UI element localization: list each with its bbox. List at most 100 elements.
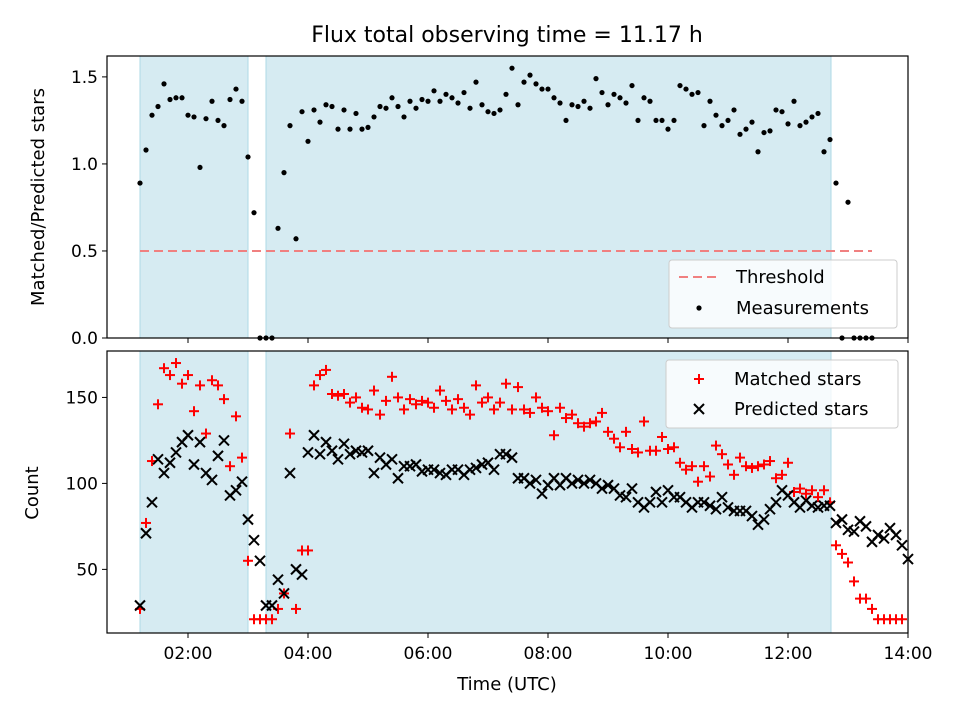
matched-star-point bbox=[327, 388, 337, 399]
measurement-point bbox=[329, 103, 335, 110]
predicted-star-point bbox=[236, 475, 248, 488]
predicted-star-point bbox=[218, 434, 230, 447]
predicted-star-point bbox=[602, 479, 614, 491]
x-b bbox=[332, 453, 344, 466]
measurement-point bbox=[209, 98, 215, 104]
measurement-point bbox=[581, 98, 587, 104]
predicted-star-point bbox=[572, 474, 584, 486]
predicted-star-point bbox=[212, 450, 224, 462]
predicted-star-point bbox=[284, 467, 296, 479]
matched-star-point bbox=[471, 380, 481, 391]
matched-star-point bbox=[813, 492, 823, 503]
top-y-axis-label: Matched/Predicted stars bbox=[28, 88, 49, 306]
x-b bbox=[644, 496, 656, 509]
matched-star-point bbox=[687, 461, 697, 472]
x-b bbox=[248, 534, 260, 546]
x-tick-label: 12:00 bbox=[764, 644, 813, 664]
measurement-point bbox=[527, 72, 533, 78]
legend-x-marker bbox=[693, 403, 705, 415]
x-b bbox=[884, 522, 896, 534]
x-b bbox=[386, 453, 398, 466]
matched-star-point bbox=[309, 380, 319, 391]
x-b bbox=[194, 436, 206, 448]
measurement-point bbox=[671, 117, 677, 124]
x-b bbox=[776, 484, 788, 496]
matched-star-point bbox=[477, 397, 487, 408]
measurement-point bbox=[557, 100, 563, 106]
x-b bbox=[693, 403, 705, 415]
predicted-star-point bbox=[530, 474, 542, 486]
x-b bbox=[716, 491, 728, 503]
predicted-star-point bbox=[566, 477, 578, 490]
predicted-star-point bbox=[626, 482, 638, 495]
chart-title: Flux total observing time = 11.17 h bbox=[311, 23, 703, 48]
top-x-ticks bbox=[187, 338, 909, 343]
x-b bbox=[878, 532, 890, 545]
predicted-star-point bbox=[716, 491, 728, 503]
x-b bbox=[890, 529, 902, 541]
matched-star-point bbox=[363, 404, 373, 415]
predicted-star-point bbox=[188, 458, 200, 471]
measurement-point bbox=[473, 79, 479, 85]
legend-threshold-label: Threshold bbox=[735, 267, 825, 288]
x-b bbox=[410, 458, 422, 471]
measurement-point bbox=[137, 180, 143, 186]
matched-star-point bbox=[495, 397, 505, 408]
measurement-point bbox=[659, 117, 665, 124]
x-b bbox=[278, 587, 290, 600]
predicted-star-point bbox=[710, 503, 722, 515]
predicted-star-point bbox=[470, 462, 482, 474]
x-b bbox=[272, 573, 284, 586]
measurement-point bbox=[803, 119, 809, 125]
predicted-star-point bbox=[578, 477, 590, 490]
x-b bbox=[152, 453, 164, 466]
predicted-star-point bbox=[758, 513, 770, 526]
x-b bbox=[230, 484, 242, 496]
matched-star-point bbox=[459, 402, 469, 413]
matched-star-point bbox=[573, 418, 583, 429]
x-b bbox=[170, 446, 182, 459]
measurement-point bbox=[461, 89, 467, 96]
predicted-star-point bbox=[194, 436, 206, 448]
matched-star-point bbox=[537, 402, 547, 413]
measurement-point bbox=[737, 131, 743, 137]
measurement-point bbox=[401, 114, 407, 120]
matched-star-point bbox=[609, 433, 619, 444]
measurement-point bbox=[479, 102, 485, 108]
measurement-point bbox=[377, 103, 383, 110]
x-b bbox=[830, 517, 842, 529]
predicted-star-point bbox=[644, 496, 656, 509]
bottom-panel: 50 100 150 02:00 04:00 06:00 08:00 10:00 12:00 1… bbox=[22, 350, 933, 695]
measurement-point bbox=[827, 136, 833, 143]
matched-star-point bbox=[831, 540, 841, 551]
measurement-point bbox=[161, 81, 167, 87]
matched-star-point bbox=[519, 404, 529, 415]
measurement-point bbox=[689, 91, 695, 97]
predicted-star-point bbox=[746, 510, 758, 522]
predicted-star-point bbox=[296, 568, 308, 581]
measurement-point bbox=[485, 109, 491, 115]
predicted-star-point bbox=[386, 453, 398, 466]
predicted-star-point bbox=[152, 453, 164, 466]
measurement-point bbox=[155, 103, 161, 110]
measurement-point bbox=[311, 107, 317, 113]
x-b bbox=[806, 500, 818, 512]
matched-star-point bbox=[321, 364, 331, 375]
predicted-star-point bbox=[344, 448, 356, 460]
matched-star-point bbox=[393, 392, 403, 403]
matched-star-point bbox=[333, 390, 343, 401]
predicted-star-point bbox=[536, 488, 548, 500]
matched-star-point bbox=[693, 476, 703, 487]
x-axis-label: Time (UTC) bbox=[456, 674, 557, 695]
measurement-point bbox=[539, 86, 545, 92]
x-b bbox=[698, 496, 710, 509]
x-b bbox=[860, 520, 872, 533]
predicted-star-point bbox=[872, 529, 884, 541]
x-b bbox=[620, 491, 632, 503]
measurement-point bbox=[743, 126, 749, 132]
matched-star-point bbox=[405, 394, 415, 405]
predicted-star-point bbox=[650, 486, 662, 498]
x-b bbox=[848, 525, 860, 538]
matched-star-point bbox=[315, 370, 325, 381]
predicted-star-point bbox=[182, 429, 194, 441]
